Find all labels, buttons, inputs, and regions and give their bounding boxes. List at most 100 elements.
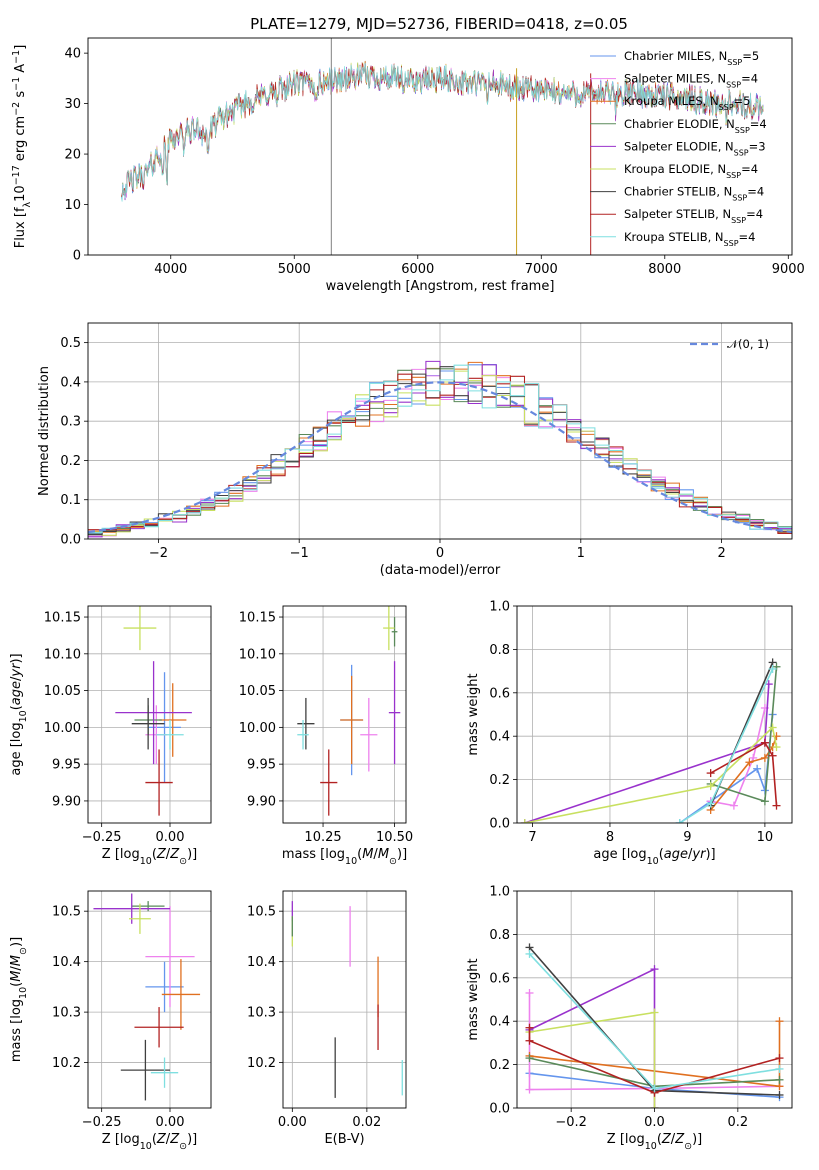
x-axis-label: Z [log10(Z/Z⊙)] (102, 1132, 197, 1152)
axes-frame (87, 37, 793, 256)
y-tick-label: 0 (73, 249, 81, 264)
y-tick-label: 10.3 (247, 1006, 276, 1021)
x-tick-label: 10.25 (304, 830, 341, 845)
y-tick-label: 9.95 (247, 758, 276, 773)
y-tick-label: 10.05 (239, 684, 276, 699)
x-tick-label: 0.0 (644, 1115, 665, 1130)
x-tick-label: 0.00 (278, 1115, 307, 1130)
axes-frame (87, 605, 212, 824)
weight-line (529, 1011, 656, 1108)
x-tick-label: 10 (757, 830, 774, 845)
plot-area-age_vs_Z (88, 606, 211, 823)
spectrum-line (120, 63, 764, 202)
panel-age_vs_Z: −0.25 0.00 9.90 9.95 10.00 10.05 10.10 10.15 Z [… (9, 605, 212, 867)
axes-frame (516, 605, 793, 824)
legend: 𝒩(0, 1) (690, 337, 769, 351)
panel-weight_vs_age: 7 8 9 10 0.0 0.2 0.4 0.6 0.8 1.0 age [log10(age/yr… (466, 600, 793, 867)
y-tick-label: 30 (64, 97, 81, 112)
x-tick-label: 0.00 (156, 830, 185, 845)
y-tick-label: 10.10 (44, 647, 81, 662)
y-tick-label: 9.90 (52, 794, 81, 809)
y-tick-label: 0.8 (489, 928, 510, 943)
y-tick-label: 1.0 (489, 600, 510, 615)
y-tick-label: 0.0 (489, 1102, 510, 1117)
axes-frame (282, 605, 407, 824)
y-tick-label: 10.15 (239, 611, 276, 626)
y-tick-label: 10.4 (247, 955, 276, 970)
plot-area-weight_vs_Z (517, 891, 792, 1108)
legend-label: Kroupa ELODIE, NSSP=4 (624, 162, 758, 180)
weight-line (710, 707, 766, 807)
histogram-step (88, 373, 792, 535)
y-axis-label: Flux [fλ10−17 erg cm−2 s−1 A−1] (11, 45, 33, 249)
legend-label: Chabrier MILES, NSSP=5 (624, 49, 759, 67)
x-axis-label: (data-model)/error (380, 563, 501, 578)
figure-title: PLATE=1279, MJD=52736, FIBERID=0418, z=0… (250, 15, 628, 33)
x-tick-label: 9000 (772, 262, 805, 277)
y-tick-label: 10.05 (44, 684, 81, 699)
plot-area-weight_vs_age (517, 606, 792, 823)
x-axis-label: mass [log10(M/M⊙)] (282, 847, 407, 867)
legend-label: 𝒩(0, 1) (727, 337, 769, 351)
plot-area-residuals (88, 323, 792, 539)
y-tick-label: 0.8 (489, 643, 510, 658)
legend: Chabrier MILES, NSSP=5 Salpeter MILES, NS… (590, 49, 767, 247)
x-tick-label: −2 (149, 546, 168, 561)
x-tick-label: −0.25 (82, 830, 122, 845)
legend-label: Salpeter MILES, NSSP=4 (624, 72, 758, 90)
y-axis-label: mass weight (466, 958, 481, 1040)
legend-label: Salpeter STELIB, NSSP=4 (624, 207, 763, 225)
y-tick-label: 20 (64, 148, 81, 163)
y-tick-label: 0.5 (60, 336, 81, 351)
x-tick-label: 8000 (648, 262, 681, 277)
x-tick-label: 5000 (278, 262, 311, 277)
x-tick-label: −0.25 (82, 1115, 122, 1130)
y-tick-label: 0.1 (60, 493, 81, 508)
y-tick-label: 9.90 (247, 794, 276, 809)
y-tick-label: 10.15 (44, 611, 81, 626)
legend-label: Salpeter ELODIE, NSSP=3 (624, 139, 766, 157)
plot-area-mass_vs_Z (88, 891, 211, 1108)
panel-mass_vs_ebv: 0.00 0.02 10.2 10.3 10.4 10.5 E(B-V) (247, 890, 407, 1147)
x-tick-label: 10.50 (376, 830, 413, 845)
x-tick-label: −0.2 (555, 1115, 587, 1130)
x-axis-label: E(B-V) (324, 1132, 364, 1147)
legend-label: Kroupa STELIB, NSSP=4 (624, 230, 755, 248)
legend-label: Kroupa MILES, NSSP=5 (624, 94, 750, 112)
y-axis-label: mass weight (466, 673, 481, 755)
y-tick-label: 0.4 (60, 375, 81, 390)
x-axis-label: Z [log10(Z/Z⊙)] (102, 847, 197, 867)
x-axis-label: age [log10(age/yr)] (593, 847, 715, 867)
y-tick-label: 1.0 (489, 885, 510, 900)
x-tick-label: 8 (606, 830, 614, 845)
y-tick-label: 0.4 (489, 730, 510, 745)
legend-label: Chabrier ELODIE, NSSP=4 (624, 117, 767, 135)
y-tick-label: 10.2 (52, 1056, 81, 1071)
y-tick-label: 9.95 (52, 758, 81, 773)
axes-frame (87, 322, 793, 540)
x-tick-label: 6000 (401, 262, 434, 277)
y-axis-label: Normed distribution (37, 366, 52, 496)
plot-area-spectrum (120, 38, 764, 255)
y-tick-label: 0.0 (489, 817, 510, 832)
y-tick-label: 40 (64, 47, 81, 62)
y-tick-label: 0.3 (60, 415, 81, 430)
weight-line (524, 725, 778, 823)
x-tick-label: 0.02 (352, 1115, 381, 1130)
y-tick-label: 10.10 (239, 647, 276, 662)
y-tick-label: 0.2 (60, 454, 81, 469)
x-tick-label: 0 (436, 546, 444, 561)
x-tick-label: 0.00 (156, 1115, 185, 1130)
y-tick-label: 0.2 (489, 1058, 510, 1073)
y-tick-label: 0.2 (489, 773, 510, 788)
plot-area-mass_vs_ebv (283, 891, 406, 1108)
y-axis-label: mass [log10(M/M⊙)] (9, 937, 29, 1062)
y-tick-label: 10.3 (52, 1006, 81, 1021)
histogram-step (88, 364, 792, 534)
histogram-step (88, 360, 792, 538)
axes-frame (516, 890, 793, 1109)
panel-age_vs_mass: 10.25 10.50 9.90 9.95 10.00 10.05 10.10 10.15 ma… (239, 605, 413, 867)
plot-area-age_vs_mass (283, 606, 406, 823)
x-tick-label: 2 (717, 546, 725, 561)
